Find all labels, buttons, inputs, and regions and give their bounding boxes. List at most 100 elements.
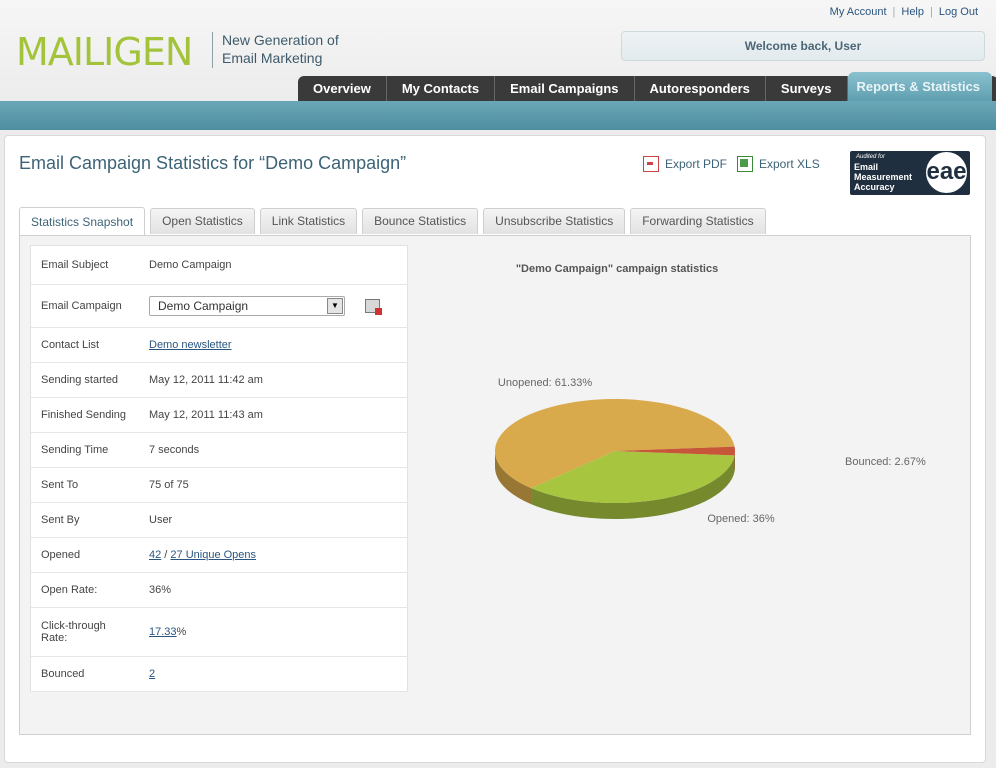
page-title: Email Campaign Statistics for “Demo Camp… (19, 153, 407, 173)
print-pdf-icon[interactable] (365, 299, 382, 315)
badge-audited-text: Audited for (856, 154, 886, 160)
nav-email-campaigns[interactable]: Email Campaigns (495, 76, 635, 101)
statistics-panel: Email Subject Demo Campaign Email Campai… (19, 235, 971, 735)
tab-statistics-snapshot[interactable]: Statistics Snapshot (19, 207, 146, 235)
pie-slice-bounced-label: Bounced: 2.67% (845, 456, 926, 468)
sent-to-label: Sent To (30, 467, 139, 503)
email-campaign-select[interactable]: Demo Campaign ▼ (149, 296, 345, 316)
welcome-message: Welcome back, User (621, 31, 985, 61)
opened-total-link[interactable]: 42 (149, 549, 162, 561)
table-row: Bounced 2 (30, 656, 408, 692)
tab-link-statistics[interactable]: Link Statistics (259, 208, 358, 234)
bounced-label: Bounced (30, 656, 139, 692)
help-link[interactable]: Help (901, 6, 924, 18)
email-subject-value: Demo Campaign (139, 245, 408, 285)
opened-label: Opened (30, 537, 139, 573)
pie-slice-opened[interactable] (531, 451, 735, 504)
tagline: New Generation of Email Marketing (222, 31, 339, 67)
sending-started-value: May 12, 2011 11:42 am (139, 362, 408, 398)
sent-by-label: Sent By (30, 502, 139, 538)
email-campaign-label: Email Campaign (30, 284, 139, 328)
click-through-rate-label: Click-through Rate: (30, 607, 139, 657)
nav-reports-statistics[interactable]: Reports & Statistics (847, 72, 993, 101)
badge-line-2: Measurement (854, 172, 913, 182)
tagline-line-1: New Generation of (222, 32, 339, 48)
open-rate-value: 36% (139, 572, 408, 608)
table-row: Sending Time 7 seconds (30, 432, 408, 468)
mailigen-logo[interactable]: MAILIGEN (16, 30, 193, 74)
table-row: Click-through Rate: 17.33% (30, 607, 408, 657)
link-separator: | (892, 6, 896, 18)
table-row: Sent To 75 of 75 (30, 467, 408, 503)
table-row: Open Rate: 36% (30, 572, 408, 608)
pie-slice-opened-label: Opened: 36% (707, 513, 774, 525)
finished-sending-label: Finished Sending (30, 397, 139, 433)
table-row: Contact List Demo newsletter (30, 327, 408, 363)
sending-time-value: 7 seconds (139, 432, 408, 468)
tab-forwarding-statistics[interactable]: Forwarding Statistics (630, 208, 766, 234)
pie-chart-svg: "Demo Campaign" campaign statistics Unop… (495, 263, 926, 525)
chart-title: "Demo Campaign" campaign statistics (516, 263, 718, 275)
pdf-icon (643, 156, 659, 172)
table-row: Finished Sending May 12, 2011 11:43 am (30, 397, 408, 433)
eaa-audit-badge: Audited for Email Measurement Accuracy e… (850, 151, 970, 195)
unique-opens-link[interactable]: 27 Unique Opens (170, 549, 257, 561)
export-pdf-label: Export PDF (665, 157, 728, 171)
export-xls-label: Export XLS (759, 157, 820, 171)
sent-by-value: User (139, 502, 408, 538)
contact-list-label: Contact List (30, 327, 139, 363)
sending-time-label: Sending Time (30, 432, 139, 468)
bounced-cell: 2 (139, 656, 408, 692)
top-links: My Account | Help | Log Out (830, 6, 978, 18)
tab-bounce-statistics[interactable]: Bounce Statistics (362, 208, 479, 234)
pie-slice-bounced[interactable] (615, 446, 735, 456)
chevron-down-icon[interactable]: ▼ (327, 298, 343, 314)
contact-list-link[interactable]: Demo newsletter (149, 339, 232, 351)
email-campaign-cell: Demo Campaign ▼ (139, 284, 408, 328)
tab-open-statistics[interactable]: Open Statistics (150, 208, 255, 234)
email-campaign-selected: Demo Campaign (158, 299, 249, 313)
pie-slices (495, 399, 735, 504)
email-subject-label: Email Subject (30, 245, 139, 285)
badge-line-3: Accuracy (854, 182, 895, 192)
nav-surveys[interactable]: Surveys (765, 76, 848, 101)
my-account-link[interactable]: My Account (829, 6, 887, 18)
content-area: Email Campaign Statistics for “Demo Camp… (4, 135, 986, 763)
tab-unsubscribe-statistics[interactable]: Unsubscribe Statistics (483, 208, 626, 234)
badge-text: Email Measurement Accuracy (854, 162, 912, 192)
open-rate-label: Open Rate: (30, 572, 139, 608)
badge-line-1: Email (854, 162, 879, 172)
export-pdf-button[interactable]: Export PDF (643, 156, 727, 172)
nav-overview[interactable]: Overview (298, 76, 387, 101)
header: MAILIGEN New Generation of Email Marketi… (0, 0, 996, 102)
pie-slice-unopened-label: Unopened: 61.33% (498, 377, 592, 389)
pie-slice-opened-side (531, 455, 735, 519)
pie-slice-unopened[interactable] (495, 399, 735, 489)
nav-my-contacts[interactable]: My Contacts (386, 76, 496, 101)
table-row: Sent By User (30, 502, 408, 538)
table-row: Sending started May 12, 2011 11:42 am (30, 362, 408, 398)
opened-separator: / (161, 549, 171, 561)
finished-sending-value: May 12, 2011 11:43 am (139, 397, 408, 433)
export-xls-button[interactable]: Export XLS (737, 156, 820, 172)
header-band (0, 101, 996, 130)
ctr-value-link[interactable]: 17.33 (149, 626, 177, 638)
ctr-label-line-1: Click-through (41, 620, 106, 632)
bounced-link[interactable]: 2 (149, 668, 156, 680)
table-row: Email Subject Demo Campaign (30, 245, 408, 285)
pie-depth (495, 451, 735, 519)
log-out-link[interactable]: Log Out (938, 6, 978, 18)
badge-logo-icon: eae (926, 152, 967, 193)
stats-table: Email Subject Demo Campaign Email Campai… (30, 245, 408, 692)
nav-autoresponders[interactable]: Autoresponders (634, 76, 766, 101)
nav-end-cap (992, 76, 996, 101)
link-separator: | (930, 6, 933, 18)
pie-slice-unopened-side (495, 451, 532, 505)
xls-icon (737, 156, 753, 172)
logo-divider (212, 32, 213, 68)
ctr-suffix: % (176, 626, 187, 638)
stats-tabs: Statistics Snapshot Open Statistics Link… (19, 207, 771, 235)
ctr-label-line-2: Rate: (41, 632, 68, 644)
table-row: Email Campaign Demo Campaign ▼ (30, 284, 408, 328)
ctr-cell: 17.33% (139, 607, 408, 657)
